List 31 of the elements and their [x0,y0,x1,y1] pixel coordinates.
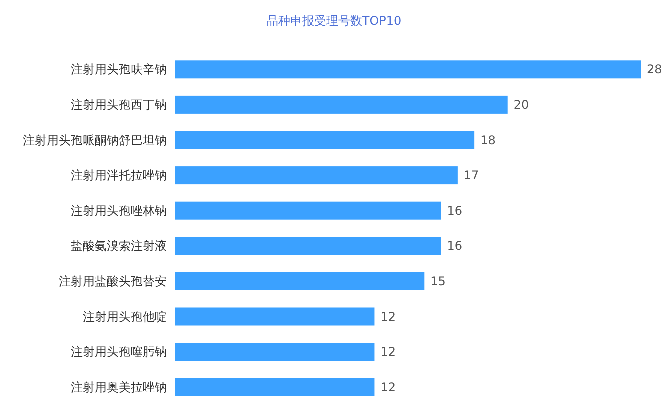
bar [175,96,508,114]
y-tick-label: 注射用头孢哌酮钠舒巴坦钠 [23,133,167,148]
y-tick-label: 注射用头孢噻肟钠 [71,345,167,360]
data-label: 28 [647,62,662,77]
y-tick-label: 注射用头孢西丁钠 [71,98,167,112]
bar [175,166,458,185]
bar [175,202,442,220]
bar [175,308,375,326]
bar [175,343,375,362]
y-tick-label: 注射用头孢他啶 [83,310,167,324]
data-label: 12 [380,345,396,360]
data-label: 12 [380,380,396,394]
bar [175,131,475,150]
bar [175,272,425,290]
data-label: 20 [514,98,530,112]
data-label: 16 [447,204,463,218]
bar [175,237,442,256]
y-tick-label: 注射用泮托拉唑钠 [71,168,167,183]
bar [175,60,641,79]
data-label: 12 [380,310,396,324]
y-tick-label: 注射用头孢唑林钠 [71,204,167,218]
y-tick-label: 注射用盐酸头孢替安 [59,274,167,288]
y-tick-label: 注射用奥美拉唑钠 [71,380,167,394]
data-label: 16 [447,239,463,254]
data-label: 18 [480,133,496,148]
bar [175,378,375,396]
data-label: 17 [464,168,480,183]
data-label: 15 [430,274,446,288]
y-tick-label: 盐酸氨溴索注射液 [71,239,167,254]
chart-title: 品种申报受理号数TOP10 [266,14,402,28]
y-tick-label: 注射用头孢呋辛钠 [71,62,167,77]
